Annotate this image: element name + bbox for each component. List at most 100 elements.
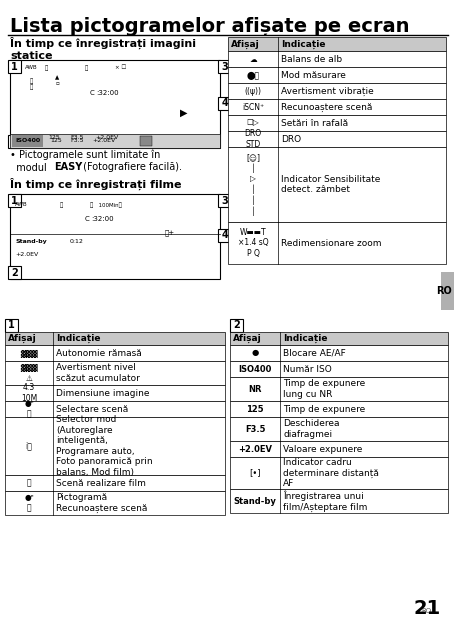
Text: :32:00: :32:00	[96, 90, 118, 96]
Text: RO: RO	[436, 286, 452, 296]
Bar	[228, 83, 446, 99]
Text: Setări în rafală: Setări în rafală	[281, 118, 348, 127]
Bar	[228, 37, 446, 51]
Text: 21: 21	[414, 599, 441, 618]
Text: ▓▓▓: ▓▓▓	[20, 349, 38, 358]
Text: ⬛: ⬛	[60, 202, 63, 207]
Text: ▶: ▶	[180, 108, 188, 118]
Text: Deschiderea
diafragmei: Deschiderea diafragmei	[283, 419, 340, 438]
Text: 1: 1	[8, 321, 15, 330]
Bar	[218, 229, 231, 242]
Bar	[218, 97, 231, 110]
Bar	[441, 272, 454, 310]
Bar	[230, 377, 448, 401]
Bar	[230, 441, 448, 457]
Text: Timp de expunere
lung cu NR: Timp de expunere lung cu NR	[283, 380, 365, 399]
Text: F3.5: F3.5	[70, 138, 84, 143]
Text: Afișaj: Afișaj	[231, 40, 260, 49]
Text: ⬛   100Min⬛: ⬛ 100Min⬛	[90, 202, 122, 207]
Text: × ☐: × ☐	[115, 65, 126, 70]
Text: Indicator cadru
determinare distanță
AF: Indicator cadru determinare distanță AF	[283, 458, 379, 488]
Bar	[218, 194, 231, 207]
Bar	[228, 51, 446, 67]
Text: Recunoaștere scenă: Recunoaștere scenă	[281, 102, 372, 111]
Text: (Fotografiere facilă).: (Fotografiere facilă).	[80, 162, 182, 172]
Bar	[230, 457, 448, 489]
Text: ⬤⬛: ⬤⬛	[247, 70, 260, 79]
Text: ⬛
⬛: ⬛ ⬛	[30, 78, 33, 90]
Text: C: C	[85, 216, 90, 222]
Text: ⬛+: ⬛+	[165, 229, 175, 236]
Text: 2: 2	[11, 136, 18, 147]
Text: 125: 125	[246, 404, 264, 413]
Bar	[8, 60, 21, 73]
Text: Afișaj: Afișaj	[8, 334, 37, 343]
Text: AWB: AWB	[15, 202, 28, 207]
Text: Număr ISO: Număr ISO	[283, 365, 332, 374]
Text: 🎬: 🎬	[27, 479, 31, 488]
Text: 125: 125	[48, 135, 60, 140]
Text: F3.5: F3.5	[245, 424, 265, 433]
Text: Autonomie rămasă: Autonomie rămasă	[56, 349, 142, 358]
Bar	[8, 194, 21, 207]
Text: ⬛: ⬛	[85, 65, 88, 70]
Bar	[5, 385, 225, 401]
Text: 4:3
10M: 4:3 10M	[21, 383, 37, 403]
Text: ●: ●	[252, 349, 259, 358]
Bar	[5, 475, 225, 491]
Text: • Pictogramele sunt limitate în
  modul: • Pictogramele sunt limitate în modul	[10, 150, 160, 173]
Bar	[5, 417, 225, 475]
Text: F3.5: F3.5	[70, 135, 84, 140]
Text: W▬▬T
×1.4 sQ
P Q: W▬▬T ×1.4 sQ P Q	[238, 228, 268, 258]
Text: 125: 125	[50, 138, 62, 143]
Text: 3: 3	[221, 195, 228, 205]
Bar	[230, 332, 448, 345]
Bar	[5, 491, 225, 515]
Bar	[5, 332, 225, 345]
Bar	[8, 135, 21, 148]
Text: iSCN⁺: iSCN⁺	[242, 102, 264, 111]
Bar	[230, 489, 448, 513]
Text: Valoare expunere: Valoare expunere	[283, 445, 362, 454]
Bar	[10, 60, 220, 148]
Text: Pictogramă
Recunoaștere scenă: Pictogramă Recunoaștere scenă	[56, 493, 148, 513]
Text: Redimensionare zoom: Redimensionare zoom	[281, 239, 381, 248]
Bar	[228, 99, 446, 115]
Text: 2: 2	[11, 268, 18, 278]
Text: Scenă realizare film: Scenă realizare film	[56, 479, 146, 488]
Text: Avertisment nivel
scăzut acumulator: Avertisment nivel scăzut acumulator	[56, 364, 140, 383]
Text: ISO400: ISO400	[15, 135, 40, 140]
Text: Blocare AE/AF: Blocare AE/AF	[283, 349, 346, 358]
Text: 1: 1	[11, 61, 18, 72]
Text: ●ᵉ
📷: ●ᵉ 📷	[24, 399, 34, 419]
Text: Selector mod
(Autoreglare
inteligentă,
Programare auto,
Foto panoramică prin
bal: Selector mod (Autoreglare inteligentă, P…	[56, 415, 153, 477]
Text: 0:12: 0:12	[70, 239, 84, 244]
Text: Indicație: Indicație	[281, 40, 326, 49]
Text: 3: 3	[221, 61, 228, 72]
Bar	[218, 60, 231, 73]
Text: RO: RO	[422, 608, 432, 614]
Text: Indicație: Indicație	[56, 334, 100, 343]
Text: ⬛: ⬛	[45, 65, 48, 70]
Text: ISO400: ISO400	[15, 138, 40, 143]
Text: Lista pictogramelor afișate pe ecran: Lista pictogramelor afișate pe ecran	[10, 17, 410, 36]
Bar	[5, 345, 225, 361]
Text: ▓▓▓
⚠: ▓▓▓ ⚠	[20, 364, 38, 383]
Bar	[5, 319, 18, 332]
Text: Afișaj: Afișaj	[233, 334, 262, 343]
Text: 4: 4	[221, 230, 228, 241]
Text: Înregistrarea unui
film/Așteptare film: Înregistrarea unui film/Așteptare film	[283, 490, 367, 511]
Text: C: C	[90, 90, 95, 96]
Text: Indicație: Indicație	[283, 334, 327, 343]
Text: 1: 1	[11, 195, 18, 205]
Text: Stand-by: Stand-by	[15, 239, 47, 244]
Text: +2.0EV: +2.0EV	[15, 252, 38, 257]
Text: ●ᵉ
📷: ●ᵉ 📷	[24, 493, 34, 513]
Text: 2: 2	[233, 321, 240, 330]
Text: NR: NR	[248, 385, 262, 394]
Bar	[228, 115, 446, 131]
Bar	[140, 136, 152, 146]
Text: 4: 4	[221, 99, 228, 109]
Text: +2.0EV: +2.0EV	[95, 135, 118, 140]
Text: Dimensiune imagine: Dimensiune imagine	[56, 388, 149, 397]
